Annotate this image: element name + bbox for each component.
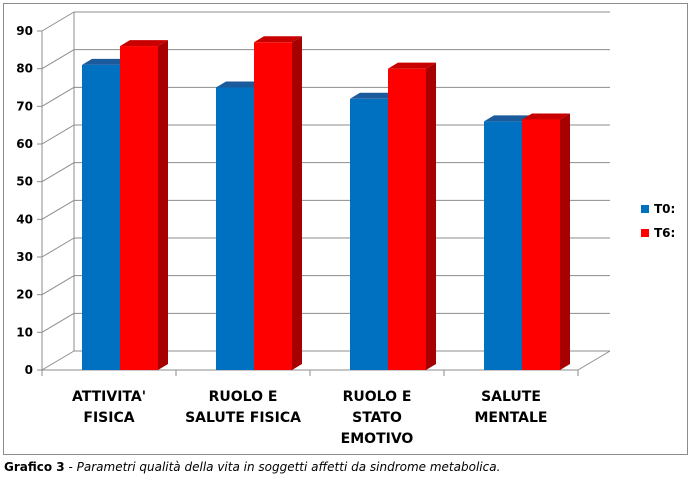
category-label-0: ATTIVITA' FISICA xyxy=(72,389,146,426)
bar-front-1-0 xyxy=(120,46,158,371)
category-label-line-0-1: FISICA xyxy=(83,410,134,426)
bar-chart: 0 10 20 30 40 50 60 70 80 90 ATTIVITA' FISICA RUOLO … xyxy=(16,11,675,447)
bar-1-2 xyxy=(388,62,436,371)
category-label-line-2-2: EMOTIVO xyxy=(341,431,414,447)
gridline-depth-1 xyxy=(41,312,75,333)
caption-label: Grafico 3 xyxy=(4,460,65,474)
bar-1-1 xyxy=(254,36,302,371)
category-label-3: SALUTE MENTALE xyxy=(475,389,548,426)
bar-top-0-1 xyxy=(216,81,264,88)
gridline-depth-0 xyxy=(41,350,75,371)
figure-caption: Grafico 3 - Parametri qualità della vita… xyxy=(4,460,500,474)
bar-1-3 xyxy=(522,113,570,371)
gridline-depth-9 xyxy=(41,11,75,32)
bar-top-1-2 xyxy=(388,62,436,69)
bar-top-1-3 xyxy=(522,113,570,120)
y-tick-label-1: 10 xyxy=(16,325,33,339)
category-label-line-2-1: STATO xyxy=(352,410,402,426)
category-label-line-1-1: SALUTE FISICA xyxy=(185,410,301,426)
caption-text: Parametri qualità della vita in soggetti… xyxy=(76,460,501,474)
y-tick-label-8: 80 xyxy=(16,62,33,76)
floor-right-edge xyxy=(577,350,611,371)
gridline-depth-2 xyxy=(41,275,75,296)
legend-swatch-0 xyxy=(641,205,649,213)
bar-1-0 xyxy=(120,40,168,371)
bar-top-0-2 xyxy=(350,92,398,99)
category-label-line-1-0: RUOLO E xyxy=(209,389,278,405)
gridline-depth-3 xyxy=(41,237,75,258)
gridline-depth-8 xyxy=(41,49,75,70)
bar-front-1-2 xyxy=(388,68,426,371)
caption-separator: - xyxy=(64,460,77,474)
bar-front-1-3 xyxy=(522,119,560,371)
legend-swatch-1 xyxy=(641,229,649,237)
legend-label-0: T0: xyxy=(654,202,675,216)
y-tick-label-0: 0 xyxy=(25,363,33,377)
bar-side-1-1 xyxy=(292,36,302,371)
bar-front-0-2 xyxy=(350,98,388,371)
category-label-2: RUOLO E STATO EMOTIVO xyxy=(341,389,414,447)
y-tick-label-5: 50 xyxy=(16,175,33,189)
y-tick-label-7: 70 xyxy=(16,99,33,113)
bar-top-0-3 xyxy=(484,115,532,122)
bar-side-1-3 xyxy=(560,113,570,371)
y-tick-label-4: 40 xyxy=(16,212,33,226)
bar-top-1-1 xyxy=(254,36,302,43)
gridline-depth-6 xyxy=(41,124,75,145)
category-label-line-3-1: MENTALE xyxy=(475,410,548,426)
bar-front-0-1 xyxy=(216,87,254,370)
bar-top-1-0 xyxy=(120,40,168,47)
gridline-depth-4 xyxy=(41,199,75,220)
y-tick-label-3: 30 xyxy=(16,250,33,264)
bar-front-1-1 xyxy=(254,42,292,371)
category-label-line-0-0: ATTIVITA' xyxy=(72,389,146,405)
bar-front-0-0 xyxy=(82,64,120,371)
y-tick-label-2: 20 xyxy=(16,288,33,302)
gridline-depth-7 xyxy=(41,86,75,107)
bar-side-1-2 xyxy=(426,62,436,371)
category-label-1: RUOLO E SALUTE FISICA xyxy=(185,389,301,426)
gridline-depth-5 xyxy=(41,162,75,183)
category-label-line-3-0: SALUTE xyxy=(481,389,541,405)
legend-label-1: T6: xyxy=(654,226,675,240)
bar-top-0-0 xyxy=(82,58,130,65)
bar-front-0-3 xyxy=(484,121,522,371)
category-label-line-2-0: RUOLO E xyxy=(343,389,412,405)
y-tick-label-9: 90 xyxy=(16,24,33,38)
y-tick-label-6: 60 xyxy=(16,137,33,151)
bar-side-1-0 xyxy=(158,40,168,371)
